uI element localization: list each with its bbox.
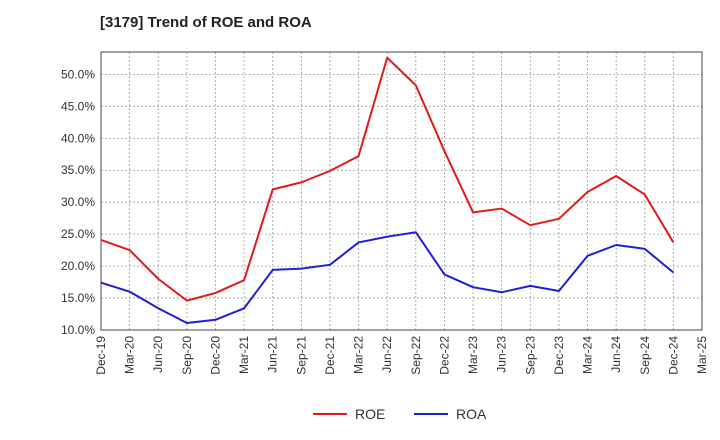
x-tick-label: Sep-21 [294,336,308,375]
x-tick-label: Mar-21 [237,336,251,374]
x-tick-label: Sep-20 [180,336,194,375]
y-tick-label: 15.0% [61,291,95,305]
y-tick-label: 30.0% [61,195,95,209]
plot-frame [100,51,703,331]
series-lines [100,56,675,324]
y-tick-label: 45.0% [61,99,95,113]
series-line-roa [100,231,675,324]
x-tick-label: Dec-19 [94,336,108,375]
x-tick-label: Mar-23 [466,336,480,374]
x-tick-label: Mar-22 [352,336,366,374]
x-tick-label: Mar-25 [695,336,709,374]
x-tick-label: Dec-23 [552,336,566,375]
y-tick-label: 25.0% [61,227,95,241]
y-tick-label: 10.0% [61,323,95,337]
x-tick-label: Jun-22 [380,336,394,373]
x-tick-label: Jun-21 [266,336,280,373]
series-line-roe [100,56,675,302]
x-tick-label: Sep-24 [638,336,652,375]
x-tick-label: Mar-20 [123,336,137,374]
x-tick-label: Dec-20 [208,336,222,375]
y-tick-label: 40.0% [61,131,95,145]
x-tick-label: Dec-21 [323,336,337,375]
y-tick-label: 35.0% [61,163,95,177]
gridlines [100,52,703,331]
x-tick-label: Jun-23 [495,336,509,373]
x-tick-label: Jun-24 [609,336,623,373]
x-tick-label: Jun-20 [151,336,165,373]
legend-label-roe: ROE [355,406,385,422]
x-tick-label: Dec-22 [437,336,451,375]
x-tick-label: Sep-23 [523,336,537,375]
x-tick-label: Sep-22 [409,336,423,375]
axes: 10.0% 15.0% 20.0% 25.0% 30.0% 35.0% 40.0% 45.0%… [61,51,709,375]
x-tick-label: Dec-24 [666,336,680,375]
y-tick-label: 20.0% [61,259,95,273]
y-tick-label: 50.0% [61,67,95,81]
legend: ROE ROA [313,406,487,422]
x-tick-label: Mar-24 [581,336,595,374]
chart-title: [3179] Trend of ROE and ROA [100,14,312,31]
legend-label-roa: ROA [456,406,487,422]
